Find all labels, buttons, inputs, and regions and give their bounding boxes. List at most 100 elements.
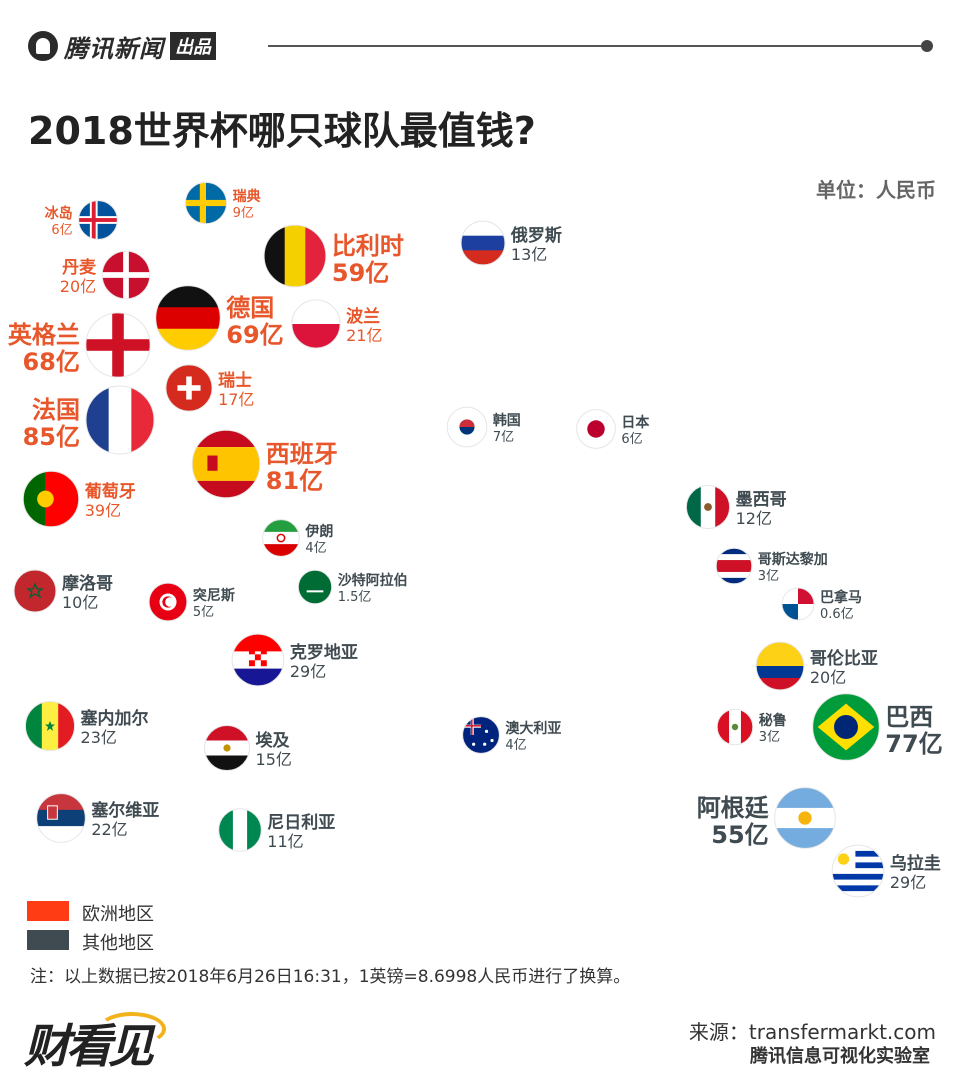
tunisia-value-label: 5亿 [193,605,214,620]
egypt-name-label: 埃及 [256,730,291,751]
croatia-name-label: 克罗地亚 [290,642,358,663]
iceland-value-label: 6亿 [51,223,72,238]
serbia-name-label: 塞尔维亚 [91,800,159,821]
korea-name-label: 韩国 [493,412,521,429]
mexico-flag-icon [686,485,730,529]
argentina-value-label: 55亿 [711,821,768,849]
australia-flag-icon [462,716,500,754]
tunisia-flag-icon [149,583,187,621]
serbia-flag-icon [36,793,86,843]
france-bubble-outline [85,385,155,455]
switzerland-flag-icon [165,364,213,412]
japan-bubble-outline [576,409,616,449]
switzerland-value-label: 17亿 [218,390,254,409]
header-brand: 腾讯新闻 [64,34,164,63]
sweden-bubble-outline [184,181,228,225]
senegal-name-label: 塞内加尔 [81,708,149,729]
uruguay-value-label: 29亿 [890,873,926,892]
serbia-bubble-outline [36,793,86,843]
legend-label-europe: 欧洲地区 [82,904,154,925]
costarica-bubble-outline [715,547,753,585]
switzerland-name-label: 瑞士 [218,370,252,391]
korea-value-label: 7亿 [493,430,514,445]
france-name-label: 法国 [32,396,80,424]
senegal-flag-icon [25,701,75,751]
brazil-bubble-outline [812,693,880,761]
panama-value-label: 0.6亿 [820,607,854,622]
egypt-bubble-outline [203,724,251,772]
tunisia-bubble-outline [148,582,188,622]
mexico-value-label: 12亿 [736,509,772,528]
australia-name-label: 澳大利亚 [505,720,561,737]
unit-label: 单位：人民币 [816,178,936,202]
germany-bubble-outline [155,285,221,351]
colombia-flag-icon [756,642,804,690]
poland-name-label: 波兰 [346,306,380,327]
belgium-value-label: 59亿 [332,259,389,287]
croatia-flag-icon [232,634,284,686]
iran-flag-icon [262,519,300,557]
sweden-value-label: 9亿 [233,206,254,221]
page-title: 2018世界杯哪只球队最值钱? [28,109,536,153]
denmark-flag-icon [102,251,150,299]
denmark-value-label: 20亿 [60,277,96,296]
spain-bubble-outline [191,429,261,499]
panama-bubble-outline [781,587,815,621]
peru-bubble-outline [716,708,754,746]
colombia-value-label: 20亿 [810,668,846,687]
portugal-bubble-outline [22,470,80,528]
uruguay-name-label: 乌拉圭 [890,853,941,874]
germany-value-label: 69亿 [226,321,283,349]
england-flag-icon [85,312,151,378]
uruguay-bubble-outline [831,844,885,898]
spain-name-label: 西班牙 [266,440,338,468]
portugal-name-label: 葡萄牙 [84,481,136,502]
egypt-value-label: 15亿 [256,750,292,769]
nigeria-flag-icon [218,808,262,852]
saudi-flag-icon [298,570,332,604]
costarica-value-label: 3亿 [758,569,779,584]
denmark-bubble-outline [101,250,151,300]
england-name-label: 英格兰 [8,321,80,349]
peru-name-label: 秘鲁 [759,712,787,729]
germany-name-label: 德国 [226,294,274,322]
poland-value-label: 21亿 [346,326,382,345]
legend-label-other: 其他地区 [82,933,154,954]
saudi-value-label: 1.5亿 [338,590,372,605]
costarica-flag-icon [716,548,752,584]
nigeria-value-label: 11亿 [267,832,303,851]
morocco-name-label: 摩洛哥 [62,573,113,594]
saudi-name-label: 沙特阿拉伯 [338,572,408,589]
japan-value-label: 6亿 [621,432,642,447]
england-value-label: 68亿 [22,348,79,376]
legend-swatch-other [27,930,69,950]
russia-bubble-outline [460,220,506,266]
switzerland-bubble-outline [165,364,213,412]
brazil-value-label: 77亿 [885,730,942,758]
mexico-name-label: 墨西哥 [736,490,787,510]
tencent-news-icon [28,31,58,61]
australia-bubble-outline [462,716,500,754]
